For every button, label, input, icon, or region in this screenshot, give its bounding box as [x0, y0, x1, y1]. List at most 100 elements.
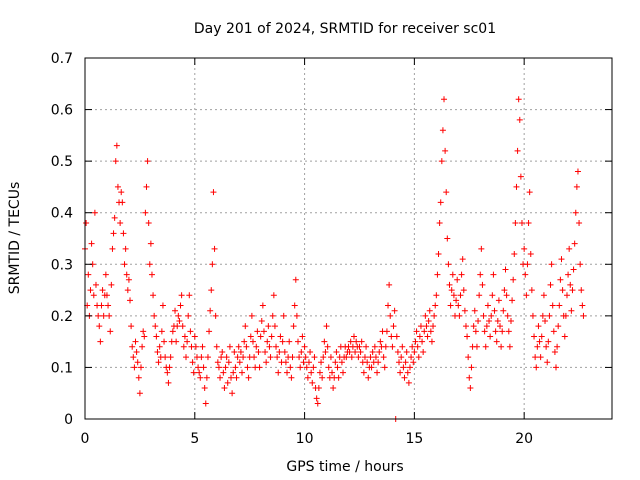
- data-point: [242, 323, 249, 330]
- data-point: [499, 328, 506, 335]
- data-point: [201, 385, 208, 392]
- data-point: [152, 323, 159, 330]
- data-point: [391, 307, 398, 314]
- data-point: [364, 359, 371, 366]
- data-point: [480, 312, 487, 319]
- data-point: [421, 328, 428, 335]
- data-point: [314, 400, 321, 407]
- data-point: [545, 338, 552, 345]
- data-point: [524, 261, 531, 268]
- data-point: [83, 220, 90, 227]
- data-point: [472, 328, 479, 335]
- data-point: [574, 168, 581, 175]
- data-point: [148, 271, 155, 278]
- data-point: [571, 240, 578, 247]
- data-point: [136, 390, 143, 397]
- chart-title: Day 201 of 2024, SRMTID for receiver sc0…: [194, 21, 496, 37]
- data-point: [488, 312, 495, 319]
- data-point: [501, 287, 508, 294]
- x-tick-label: 15: [405, 431, 423, 447]
- data-point: [221, 385, 228, 392]
- data-point: [319, 374, 326, 381]
- data-point: [453, 297, 460, 304]
- data-point: [475, 318, 482, 325]
- data-point: [413, 328, 420, 335]
- data-point: [415, 354, 422, 361]
- data-point: [397, 369, 404, 376]
- data-point: [549, 302, 556, 309]
- data-point: [546, 312, 553, 319]
- data-point: [515, 96, 522, 103]
- data-point: [539, 312, 546, 319]
- data-point: [258, 318, 265, 325]
- data-point: [215, 364, 222, 371]
- data-point: [432, 302, 439, 309]
- data-point: [348, 354, 355, 361]
- data-point: [525, 220, 532, 227]
- data-point: [127, 297, 134, 304]
- data-point: [441, 96, 448, 103]
- data-point: [556, 302, 563, 309]
- data-point: [511, 250, 518, 257]
- data-point: [199, 343, 206, 350]
- data-point: [478, 245, 485, 252]
- data-point: [150, 292, 157, 299]
- data-point: [550, 328, 557, 335]
- data-point: [565, 271, 572, 278]
- data-point: [553, 364, 560, 371]
- data-point: [164, 369, 171, 376]
- data-point: [372, 354, 379, 361]
- data-point: [438, 158, 445, 165]
- data-point: [375, 359, 382, 366]
- data-point: [128, 323, 135, 330]
- data-point: [276, 348, 283, 355]
- data-point: [87, 287, 94, 294]
- data-point: [479, 281, 486, 288]
- data-point: [548, 261, 555, 268]
- data-point: [473, 343, 480, 350]
- data-point: [334, 364, 341, 371]
- data-point: [510, 276, 517, 283]
- data-point: [513, 183, 520, 190]
- data-point: [268, 333, 275, 340]
- data-point: [265, 323, 272, 330]
- data-point: [531, 333, 538, 340]
- data-point: [108, 281, 115, 288]
- data-point: [377, 338, 384, 345]
- data-point: [154, 348, 161, 355]
- data-point: [113, 142, 120, 149]
- data-point: [398, 354, 405, 361]
- data-point: [423, 323, 430, 330]
- data-point: [195, 364, 202, 371]
- data-point: [237, 348, 244, 355]
- data-point: [514, 147, 521, 154]
- data-point: [338, 359, 345, 366]
- data-point: [251, 354, 258, 361]
- data-point: [390, 323, 397, 330]
- data-point: [436, 220, 443, 227]
- data-point: [234, 354, 241, 361]
- data-point: [402, 359, 409, 366]
- gridlines: [85, 58, 612, 419]
- data-point: [288, 374, 295, 381]
- data-point: [105, 302, 112, 309]
- data-point: [217, 374, 224, 381]
- data-point: [172, 307, 179, 314]
- data-point: [445, 261, 452, 268]
- data-point: [424, 333, 431, 340]
- data-point: [434, 271, 441, 278]
- data-point: [305, 359, 312, 366]
- data-point: [448, 287, 455, 294]
- data-point: [315, 385, 322, 392]
- data-point: [313, 395, 320, 402]
- data-point: [403, 348, 410, 355]
- data-point: [174, 323, 181, 330]
- data-point: [462, 323, 469, 330]
- data-point: [562, 312, 569, 319]
- data-point: [516, 116, 523, 123]
- data-point: [408, 354, 415, 361]
- data-point: [374, 369, 381, 376]
- data-point: [220, 369, 227, 376]
- y-tick-label: 0.2: [51, 309, 73, 325]
- data-point: [196, 369, 203, 376]
